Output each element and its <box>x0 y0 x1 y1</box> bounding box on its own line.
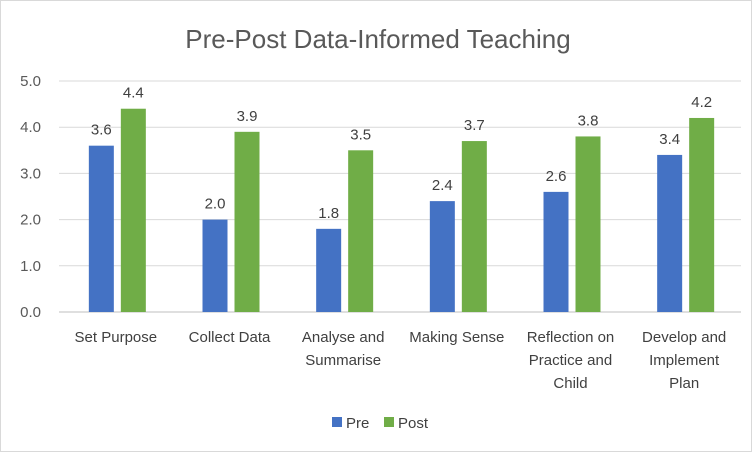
gridlines <box>59 80 741 313</box>
post-data-label: 4.4 <box>123 85 144 102</box>
post-data-label: 3.7 <box>464 117 485 134</box>
post-bar <box>234 131 260 312</box>
post-data-label: 3.8 <box>578 112 599 129</box>
post-bar <box>461 141 487 312</box>
x-axis: Set Purpose Collect Data Analyse and Summar… <box>75 329 727 392</box>
pre-legend-swatch <box>332 417 342 427</box>
category-label: Reflection on <box>527 329 615 346</box>
post-bar <box>575 136 601 312</box>
y-tick-label: 3.0 <box>20 165 41 182</box>
pre-data-label: 2.4 <box>432 177 453 194</box>
category-label: Implement <box>649 352 720 369</box>
bars <box>88 108 715 313</box>
post-bar <box>689 117 715 313</box>
post-legend-swatch <box>384 417 394 427</box>
y-tick-label: 5.0 <box>20 73 41 90</box>
data-labels: 3.6 4.4 2.0 3.9 1.8 3.5 2.4 3.7 2.6 3.8 3.4 4.2 <box>91 85 712 222</box>
category-label: Practice and <box>529 352 612 369</box>
y-tick-label: 2.0 <box>20 212 41 229</box>
post-data-label: 3.5 <box>350 126 371 143</box>
post-bar <box>120 108 146 312</box>
pre-data-label: 3.4 <box>659 131 680 148</box>
y-axis: 0.0 1.0 2.0 3.0 4.0 5.0 <box>20 73 41 321</box>
post-data-label: 3.9 <box>237 108 258 125</box>
category-label: Child <box>553 375 587 392</box>
pre-bar <box>429 201 455 312</box>
y-tick-label: 4.0 <box>20 119 41 136</box>
pre-data-label: 2.0 <box>205 196 226 213</box>
pre-legend-label: Pre <box>346 415 369 432</box>
y-tick-label: 1.0 <box>20 258 41 275</box>
pre-data-label: 2.6 <box>546 168 567 185</box>
pre-bar <box>543 191 569 312</box>
pre-data-label: 1.8 <box>318 205 339 222</box>
category-label: Set Purpose <box>75 329 158 346</box>
post-bar <box>348 150 374 312</box>
category-label: Making Sense <box>409 329 504 346</box>
post-legend-label: Post <box>398 415 429 432</box>
pre-bar <box>88 145 114 312</box>
pre-bar <box>316 228 342 312</box>
category-label: Collect Data <box>189 329 271 346</box>
post-data-label: 4.2 <box>691 94 712 111</box>
legend: Pre Post <box>332 415 429 432</box>
category-label: Develop and <box>642 329 726 346</box>
pre-bar <box>202 219 228 312</box>
category-label: Plan <box>669 375 699 392</box>
pre-data-label: 3.6 <box>91 122 112 139</box>
category-label: Analyse and <box>302 329 385 346</box>
chart-title: Pre-Post Data-Informed Teaching <box>185 24 570 54</box>
category-label: Summarise <box>305 352 381 369</box>
pre-bar <box>657 154 683 312</box>
y-tick-label: 0.0 <box>20 304 41 321</box>
